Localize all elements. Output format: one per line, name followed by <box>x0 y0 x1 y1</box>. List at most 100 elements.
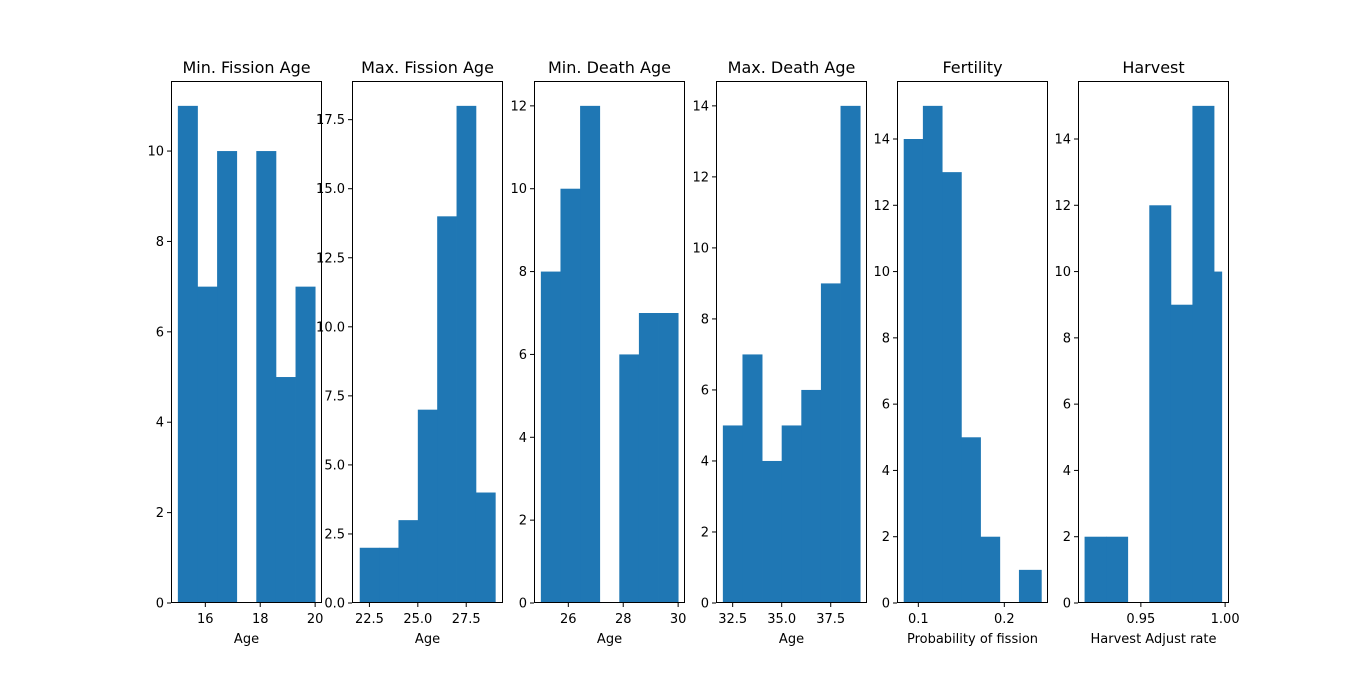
histogram-bar <box>359 547 380 603</box>
y-tick-label: 4 <box>882 464 890 479</box>
y-tick-label: 0 <box>1063 597 1071 612</box>
axes-frame <box>352 81 503 603</box>
histogram-bar <box>1084 536 1107 603</box>
x-tick-label: 20 <box>307 612 324 627</box>
histogram-bar <box>398 520 419 603</box>
histogram-bar <box>658 313 679 603</box>
histogram-bar <box>742 354 763 603</box>
y-tick-label: 2 <box>156 506 164 521</box>
y-tick-label: 8 <box>882 331 890 346</box>
x-tick-label: 16 <box>197 612 214 627</box>
histogram-bar <box>217 151 238 604</box>
x-tick-label: 0.2 <box>994 612 1015 627</box>
y-tick-label: 12.5 <box>316 251 345 266</box>
x-axis-label: Age <box>415 632 440 647</box>
y-tick-label: 14 <box>873 133 890 148</box>
histogram-bar <box>295 286 316 603</box>
axes-frame <box>897 81 1048 603</box>
y-tick-label: 10 <box>147 145 164 160</box>
y-tick-label: 2 <box>701 525 709 540</box>
histogram-bar <box>722 425 743 603</box>
subplot-title: Harvest <box>1122 58 1184 77</box>
x-tick-label: 0.95 <box>1126 612 1155 627</box>
subplot-title: Min. Death Age <box>548 58 671 77</box>
subplot-title: Max. Death Age <box>728 58 856 77</box>
y-tick-label: 15.0 <box>316 182 345 197</box>
x-tick-label: 27.5 <box>452 612 481 627</box>
histogram-bar <box>762 460 783 603</box>
subplot-max-fission-age: Max. Fission Age Age 0.0 2.5 5.0 7.5 10.0 12.… <box>316 58 503 647</box>
y-tick-label: 4 <box>156 416 164 431</box>
x-axis-label: Age <box>597 632 622 647</box>
histogram-bar <box>417 409 438 603</box>
axes-frame <box>534 81 685 603</box>
histogram-bar <box>275 377 296 603</box>
x-tick-label: 26 <box>560 612 577 627</box>
y-tick-label: 4 <box>519 431 527 446</box>
y-tick-label: 7.5 <box>324 389 345 404</box>
y-tick-label: 14 <box>1054 133 1071 148</box>
histogram-bar <box>1106 536 1129 603</box>
histogram-bar <box>475 492 496 603</box>
y-tick-label: 10 <box>692 241 709 256</box>
y-tick-label: 10.0 <box>316 320 345 335</box>
histogram-bar <box>1170 304 1193 603</box>
y-tick-label: 0.0 <box>324 597 345 612</box>
y-tick-label: 12 <box>692 170 709 185</box>
y-tick-label: 4 <box>701 454 709 469</box>
y-tick-label: 17.5 <box>316 113 345 128</box>
y-tick-label: 8 <box>156 235 164 250</box>
histogram-bar <box>560 188 581 603</box>
subplot-max-death-age: Max. Death Age Age 0 2 4 6 8 10 12 14 32.5 35.0 37… <box>692 58 867 647</box>
y-tick-label: 6 <box>156 325 164 340</box>
y-tick-label: 10 <box>510 182 527 197</box>
histogram-bar <box>1149 205 1172 604</box>
histogram-bar <box>456 105 477 604</box>
x-tick-label: 35.0 <box>767 612 796 627</box>
histogram-bar <box>961 437 981 603</box>
histogram-bar <box>256 151 277 604</box>
y-tick-label: 8 <box>701 312 709 327</box>
subplot-min-fission-age: Min. Fission Age Age 0 2 4 6 8 10 16 18 20 <box>147 58 323 647</box>
x-tick-label: 37.5 <box>816 612 845 627</box>
x-tick-label: 22.5 <box>355 612 384 627</box>
subplot-fertility: Fertility Probability of fission 0 2 4 6 8 10… <box>873 58 1048 647</box>
y-tick-label: 6 <box>519 348 527 363</box>
x-tick-label: 0.1 <box>908 612 929 627</box>
y-tick-label: 2 <box>882 530 890 545</box>
x-tick-label: 25.0 <box>403 612 432 627</box>
histogram-bar <box>177 105 198 604</box>
y-tick-label: 12 <box>1054 199 1071 214</box>
y-tick-label: 0 <box>882 597 890 612</box>
axes-frame <box>716 81 867 603</box>
subplot-harvest: Harvest Harvest Adjust rate 0 2 4 6 8 10 12 14 0… <box>1054 58 1239 647</box>
axes-frame <box>1078 81 1229 603</box>
x-axis-label: Probability of fission <box>907 632 1038 647</box>
subplot-title: Fertility <box>942 58 1002 77</box>
y-tick-label: 6 <box>701 383 709 398</box>
histogram-bar <box>437 216 457 603</box>
histogram-bar <box>1214 271 1223 603</box>
histogram-bar <box>1018 569 1042 603</box>
y-tick-label: 0 <box>156 597 164 612</box>
x-axis-label: Harvest Adjust rate <box>1091 632 1217 647</box>
histogram-bar <box>942 172 962 603</box>
y-tick-label: 4 <box>1063 464 1071 479</box>
x-tick-label: 1.00 <box>1211 612 1240 627</box>
x-axis-label: Age <box>779 632 804 647</box>
histogram-bar <box>580 105 601 604</box>
y-tick-label: 8 <box>1063 331 1071 346</box>
histogram-bar <box>197 286 218 603</box>
y-tick-label: 14 <box>692 99 709 114</box>
subplot-title: Min. Fission Age <box>182 58 310 77</box>
y-tick-label: 6 <box>1063 398 1071 413</box>
x-tick-label: 28 <box>615 612 632 627</box>
histogram-bar <box>903 139 924 603</box>
histogram-bar <box>840 105 861 604</box>
histogram-bar <box>922 105 943 604</box>
histogram-bar <box>781 425 802 603</box>
histogram-bar <box>379 547 399 603</box>
y-tick-label: 0 <box>519 597 527 612</box>
axes-frame <box>171 81 322 603</box>
